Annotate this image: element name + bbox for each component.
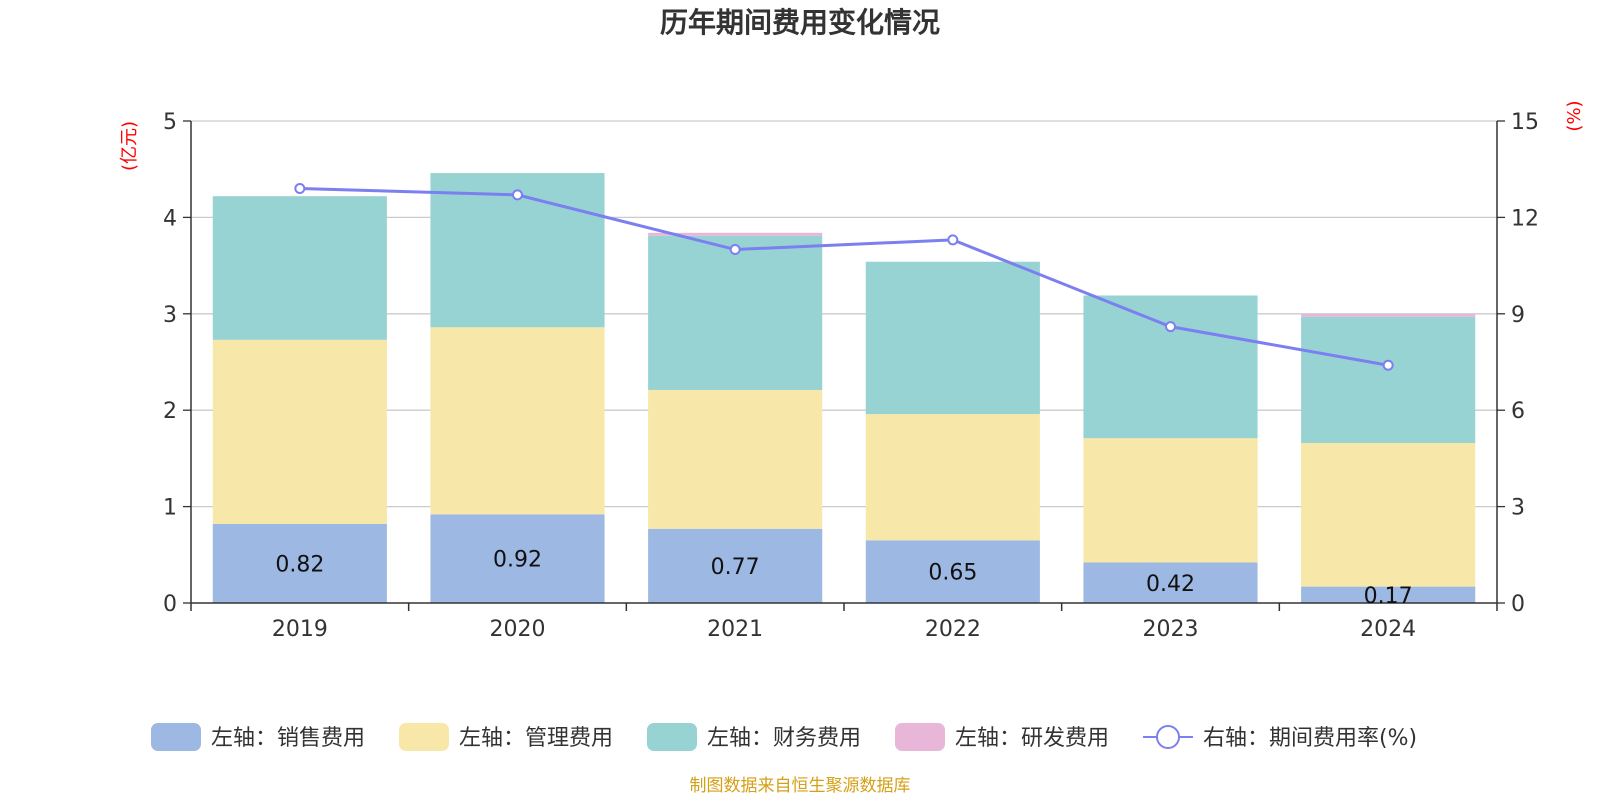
bar-1-2024[interactable] (1301, 586, 1476, 603)
legend-swatch-3[interactable] (647, 723, 697, 751)
bar-2-2020[interactable] (430, 327, 605, 515)
rate-point-2019[interactable] (294, 182, 306, 194)
bar-3-2023[interactable] (1083, 295, 1258, 439)
legend: 左轴：销售费用 左轴：管理费用 左轴：财务费用 左轴：研发费用 右轴：期间费用率(%) (151, 723, 1417, 751)
bar-3-2022[interactable] (865, 261, 1040, 415)
bar-2-2022[interactable] (865, 414, 1040, 541)
legend-swatch-1[interactable] (151, 723, 201, 751)
grid-lines (191, 120, 1497, 508)
right-axis-tick-label: 3 (1511, 496, 1525, 521)
right-axis-tick-label: 6 (1511, 399, 1525, 424)
data-source: 制图数据来自恒生聚源数据库 (690, 776, 911, 796)
rate-line (299, 186, 1389, 367)
bar-2-2019[interactable] (212, 339, 387, 524)
bar-2-2023[interactable] (1083, 438, 1258, 563)
rate-point-2024[interactable] (1382, 359, 1394, 371)
x-axis-tick-label: 2020 (490, 617, 546, 642)
rate-line-series (294, 182, 1394, 371)
bar-label-2023: 0.42 (1146, 572, 1195, 597)
right-axis-tick-label: 12 (1511, 206, 1539, 231)
left-axis-tick-label: 0 (163, 592, 177, 617)
right-axis-tick-label: 9 (1511, 303, 1525, 328)
x-axis-tick-label: 2021 (707, 617, 763, 642)
bar-label-2019: 0.82 (275, 552, 324, 577)
bar-2-2024[interactable] (1301, 442, 1476, 587)
x-axis-tick-label: 2023 (1143, 617, 1199, 642)
bar-label-2020: 0.92 (493, 548, 542, 573)
legend-label-2: 左轴：管理费用 (459, 726, 613, 751)
bar-4-2021[interactable] (648, 232, 823, 236)
left-axis-tick-label: 3 (163, 303, 177, 328)
bar-1-2022[interactable] (865, 540, 1040, 603)
legend-marker-icon (1156, 725, 1180, 749)
bar-1-2019[interactable] (212, 523, 387, 603)
bar-labels: 0.82 0.92 0.77 0.65 0.42 0.17 (275, 548, 1412, 609)
legend-label-3: 左轴：财务费用 (707, 726, 861, 751)
rate-point-2021[interactable] (729, 244, 741, 256)
legend-label-1: 左轴：销售费用 (211, 726, 365, 751)
legend-label-5: 右轴：期间费用率(%) (1203, 726, 1417, 751)
left-axis-unit: (亿元) (119, 121, 140, 171)
right-axis-tick-label: 15 (1511, 110, 1539, 135)
bar-label-2022: 0.65 (928, 561, 977, 586)
left-axis-tick-label: 4 (163, 206, 177, 231)
right-axis-tick-label: 0 (1511, 592, 1525, 617)
left-axis-tick-label: 1 (163, 496, 177, 521)
left-axis-tick-label: 2 (163, 399, 177, 424)
x-axis-tick-label: 2019 (272, 617, 328, 642)
rate-point-2020[interactable] (512, 189, 523, 201)
bar-label-2024: 0.17 (1364, 584, 1413, 609)
bar-1-2020[interactable] (430, 514, 605, 603)
legend-label-4: 左轴：研发费用 (955, 726, 1109, 751)
bar-label-2021: 0.77 (711, 555, 760, 580)
bar-4-2024[interactable] (1301, 313, 1476, 317)
bar-3-2024[interactable] (1301, 316, 1476, 443)
left-axis-tick-label: 5 (163, 110, 177, 135)
x-axis-tick-label: 2022 (925, 617, 981, 642)
bar-1-2023[interactable] (1083, 562, 1258, 603)
legend-swatch-4[interactable] (895, 723, 945, 751)
bar-3-2019[interactable] (212, 196, 387, 340)
bar-series (212, 173, 1476, 603)
x-axis-tick-label: 2024 (1360, 617, 1416, 642)
chart-title: 历年期间费用变化情况 (660, 6, 940, 39)
rate-point-2023[interactable] (1165, 321, 1176, 333)
right-axis-unit: (%) (1564, 100, 1585, 131)
bar-2-2021[interactable] (648, 389, 823, 529)
legend-swatch-2[interactable] (399, 723, 449, 751)
bar-1-2021[interactable] (648, 528, 823, 603)
rate-point-2022[interactable] (947, 234, 959, 246)
bar-3-2021[interactable] (648, 235, 823, 390)
